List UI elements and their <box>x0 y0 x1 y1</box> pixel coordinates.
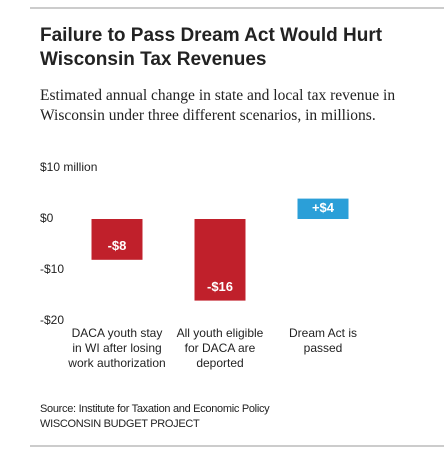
y-tick-label: -$10 <box>40 262 64 276</box>
value-label: -$8 <box>108 238 127 253</box>
y-tick-label: $0 <box>40 211 54 225</box>
y-tick-label: -$20 <box>40 313 64 327</box>
chart-title: Failure to Pass Dream Act Would Hurt Wis… <box>40 25 383 70</box>
chart-subtitle: Estimated annual change in state and loc… <box>40 87 396 124</box>
bar <box>194 219 246 301</box>
y-tick-label: $10 million <box>40 160 97 174</box>
bar <box>297 198 349 219</box>
x-tick-label: All youth eligible for DACA are deported <box>176 326 264 370</box>
credit: WISCONSIN BUDGET PROJECT <box>40 418 200 430</box>
value-label: +$4 <box>312 200 335 215</box>
bar <box>91 219 143 260</box>
value-label: -$16 <box>207 279 233 294</box>
x-tick-label: Dream Act is passed <box>288 326 357 355</box>
x-tick-label: DACA youth stay in WI after losing work … <box>68 326 166 370</box>
source: Source: Institute for Taxation and Econo… <box>40 403 270 415</box>
